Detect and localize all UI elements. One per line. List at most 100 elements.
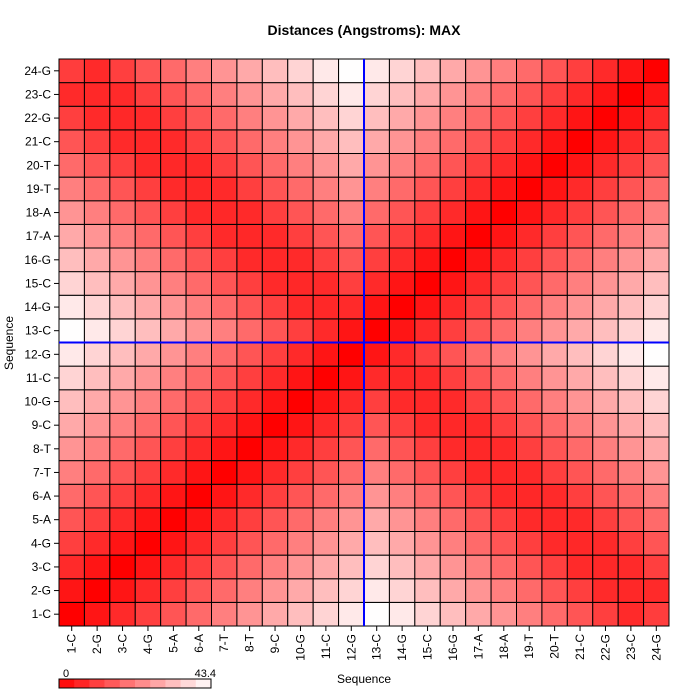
heatmap-cell <box>592 436 619 462</box>
heatmap-cell <box>439 507 467 533</box>
heatmap-cell <box>414 578 441 603</box>
x-tick-label: 10-G <box>293 634 307 661</box>
heatmap-cell <box>312 153 340 178</box>
heatmap-cell <box>617 436 645 462</box>
heatmap-cell <box>236 58 263 84</box>
heatmap-cell <box>388 365 416 391</box>
heatmap-cell <box>516 105 543 131</box>
heatmap-cell <box>83 436 111 462</box>
heatmap-cell <box>211 200 238 225</box>
heatmap-cell <box>566 436 594 462</box>
heatmap-cell <box>617 129 645 155</box>
heatmap-cell <box>211 318 238 344</box>
heatmap-cell <box>541 342 568 367</box>
heatmap-cell <box>109 554 136 580</box>
heatmap-cell <box>211 531 238 556</box>
x-tick-label: 1-C <box>65 634 79 654</box>
heatmap-cell <box>312 601 340 627</box>
heatmap-cell <box>465 365 492 391</box>
heatmap-cell <box>338 200 365 225</box>
heatmap-cell <box>439 58 467 84</box>
heatmap-cell <box>490 129 517 155</box>
heatmap-cell <box>109 153 136 178</box>
y-tick-label: 10-G <box>24 395 51 409</box>
heatmap-cell <box>465 342 492 367</box>
heatmap-cell <box>160 176 187 202</box>
x-tick-label: 20-T <box>548 633 562 658</box>
heatmap-cell <box>439 601 467 627</box>
heatmap-cell <box>643 247 670 273</box>
chart-title: Distances (Angstroms): MAX <box>268 22 462 38</box>
heatmap-cell <box>439 223 467 249</box>
heatmap-cell <box>388 412 416 438</box>
heatmap-cell <box>211 412 238 438</box>
heatmap-cell <box>592 318 619 344</box>
heatmap-cell <box>185 58 213 84</box>
y-tick-label: 19-T <box>26 182 51 196</box>
heatmap-cell <box>236 271 263 296</box>
heatmap-cell <box>83 483 111 509</box>
heatmap-cell <box>134 342 162 367</box>
y-tick-label: 20-T <box>26 158 51 172</box>
heatmap-cell <box>439 247 467 273</box>
heatmap-cell <box>312 531 340 556</box>
heatmap-cell <box>287 389 314 414</box>
heatmap-cell <box>109 200 136 225</box>
heatmap-cell <box>338 105 365 131</box>
heatmap-cell <box>160 271 187 296</box>
heatmap-cell <box>566 200 594 225</box>
y-axis-label: Sequence <box>2 316 16 370</box>
heatmap-cell <box>439 460 467 485</box>
heatmap-cell <box>388 318 416 344</box>
heatmap-cell <box>160 58 187 84</box>
heatmap-cell <box>160 389 187 414</box>
heatmap-cell <box>58 271 85 296</box>
y-tick-label: 14-G <box>24 300 51 314</box>
heatmap-cell <box>312 271 340 296</box>
heatmap-cell <box>465 578 492 603</box>
heatmap-cell <box>414 129 441 155</box>
heatmap-cell <box>617 271 645 296</box>
heatmap-cell <box>592 223 619 249</box>
x-tick-label: 22-G <box>598 634 612 661</box>
y-tick-label: 3-C <box>32 560 52 574</box>
heatmap-cell <box>134 318 162 344</box>
y-tick-label: 21-C <box>25 135 51 149</box>
heatmap-cell <box>134 294 162 320</box>
heatmap-cell <box>236 82 263 107</box>
x-tick-label: 2-G <box>90 634 104 654</box>
heatmap-cell <box>185 412 213 438</box>
heatmap-cell <box>211 247 238 273</box>
heatmap-cell <box>109 223 136 249</box>
heatmap-cell <box>414 531 441 556</box>
heatmap-cell <box>287 105 314 131</box>
heatmap-cell <box>185 176 213 202</box>
heatmap-cell <box>439 176 467 202</box>
heatmap-cell <box>643 294 670 320</box>
heatmap-cell <box>261 389 289 414</box>
heatmap-cell <box>211 176 238 202</box>
heatmap-cell <box>541 531 568 556</box>
color-legend <box>58 678 212 689</box>
heatmap-cell <box>566 294 594 320</box>
heatmap-cell <box>236 436 263 462</box>
heatmap-cell <box>109 601 136 627</box>
heatmap-cell <box>414 153 441 178</box>
x-tick-label: 6-A <box>192 634 206 653</box>
legend-swatch <box>180 679 197 688</box>
heatmap-cell <box>617 342 645 367</box>
heatmap-cell <box>287 58 314 84</box>
heatmap-cell <box>439 531 467 556</box>
heatmap-cell <box>83 578 111 603</box>
heatmap-cell <box>261 247 289 273</box>
heatmap-cell <box>287 460 314 485</box>
heatmap-cell <box>211 294 238 320</box>
y-tick-label: 2-G <box>31 584 51 598</box>
heatmap-cell <box>338 436 365 462</box>
y-tick-label: 6-A <box>32 489 51 503</box>
heatmap-cell <box>592 129 619 155</box>
heatmap-cell <box>617 365 645 391</box>
heatmap-cell <box>566 82 594 107</box>
heatmap-cell <box>490 342 517 367</box>
heatmap-cell <box>566 318 594 344</box>
